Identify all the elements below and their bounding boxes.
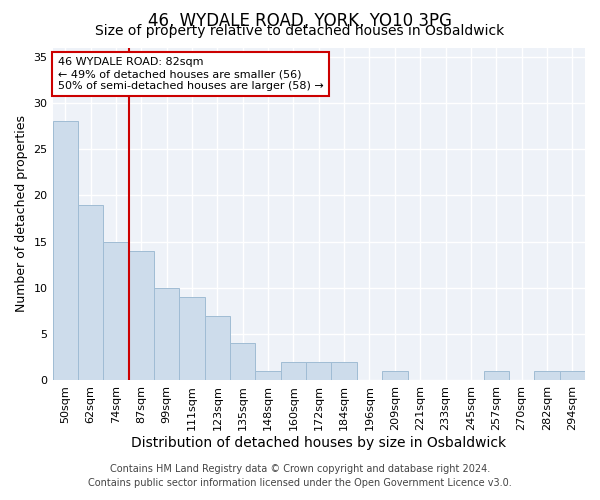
Bar: [534, 371, 560, 380]
Y-axis label: Number of detached properties: Number of detached properties: [15, 116, 28, 312]
Text: Size of property relative to detached houses in Osbaldwick: Size of property relative to detached ho…: [95, 24, 505, 38]
Bar: [179, 297, 205, 380]
Bar: [154, 288, 179, 380]
Bar: [560, 371, 585, 380]
Bar: [103, 242, 128, 380]
Bar: [53, 122, 78, 380]
Bar: [205, 316, 230, 380]
Bar: [230, 344, 256, 380]
X-axis label: Distribution of detached houses by size in Osbaldwick: Distribution of detached houses by size …: [131, 436, 506, 450]
Text: Contains HM Land Registry data © Crown copyright and database right 2024.
Contai: Contains HM Land Registry data © Crown c…: [88, 464, 512, 487]
Bar: [78, 204, 103, 380]
Bar: [281, 362, 306, 380]
Bar: [306, 362, 331, 380]
Bar: [484, 371, 509, 380]
Text: 46, WYDALE ROAD, YORK, YO10 3PG: 46, WYDALE ROAD, YORK, YO10 3PG: [148, 12, 452, 30]
Bar: [331, 362, 357, 380]
Bar: [256, 371, 281, 380]
Bar: [382, 371, 407, 380]
Bar: [128, 251, 154, 380]
Text: 46 WYDALE ROAD: 82sqm
← 49% of detached houses are smaller (56)
50% of semi-deta: 46 WYDALE ROAD: 82sqm ← 49% of detached …: [58, 58, 323, 90]
